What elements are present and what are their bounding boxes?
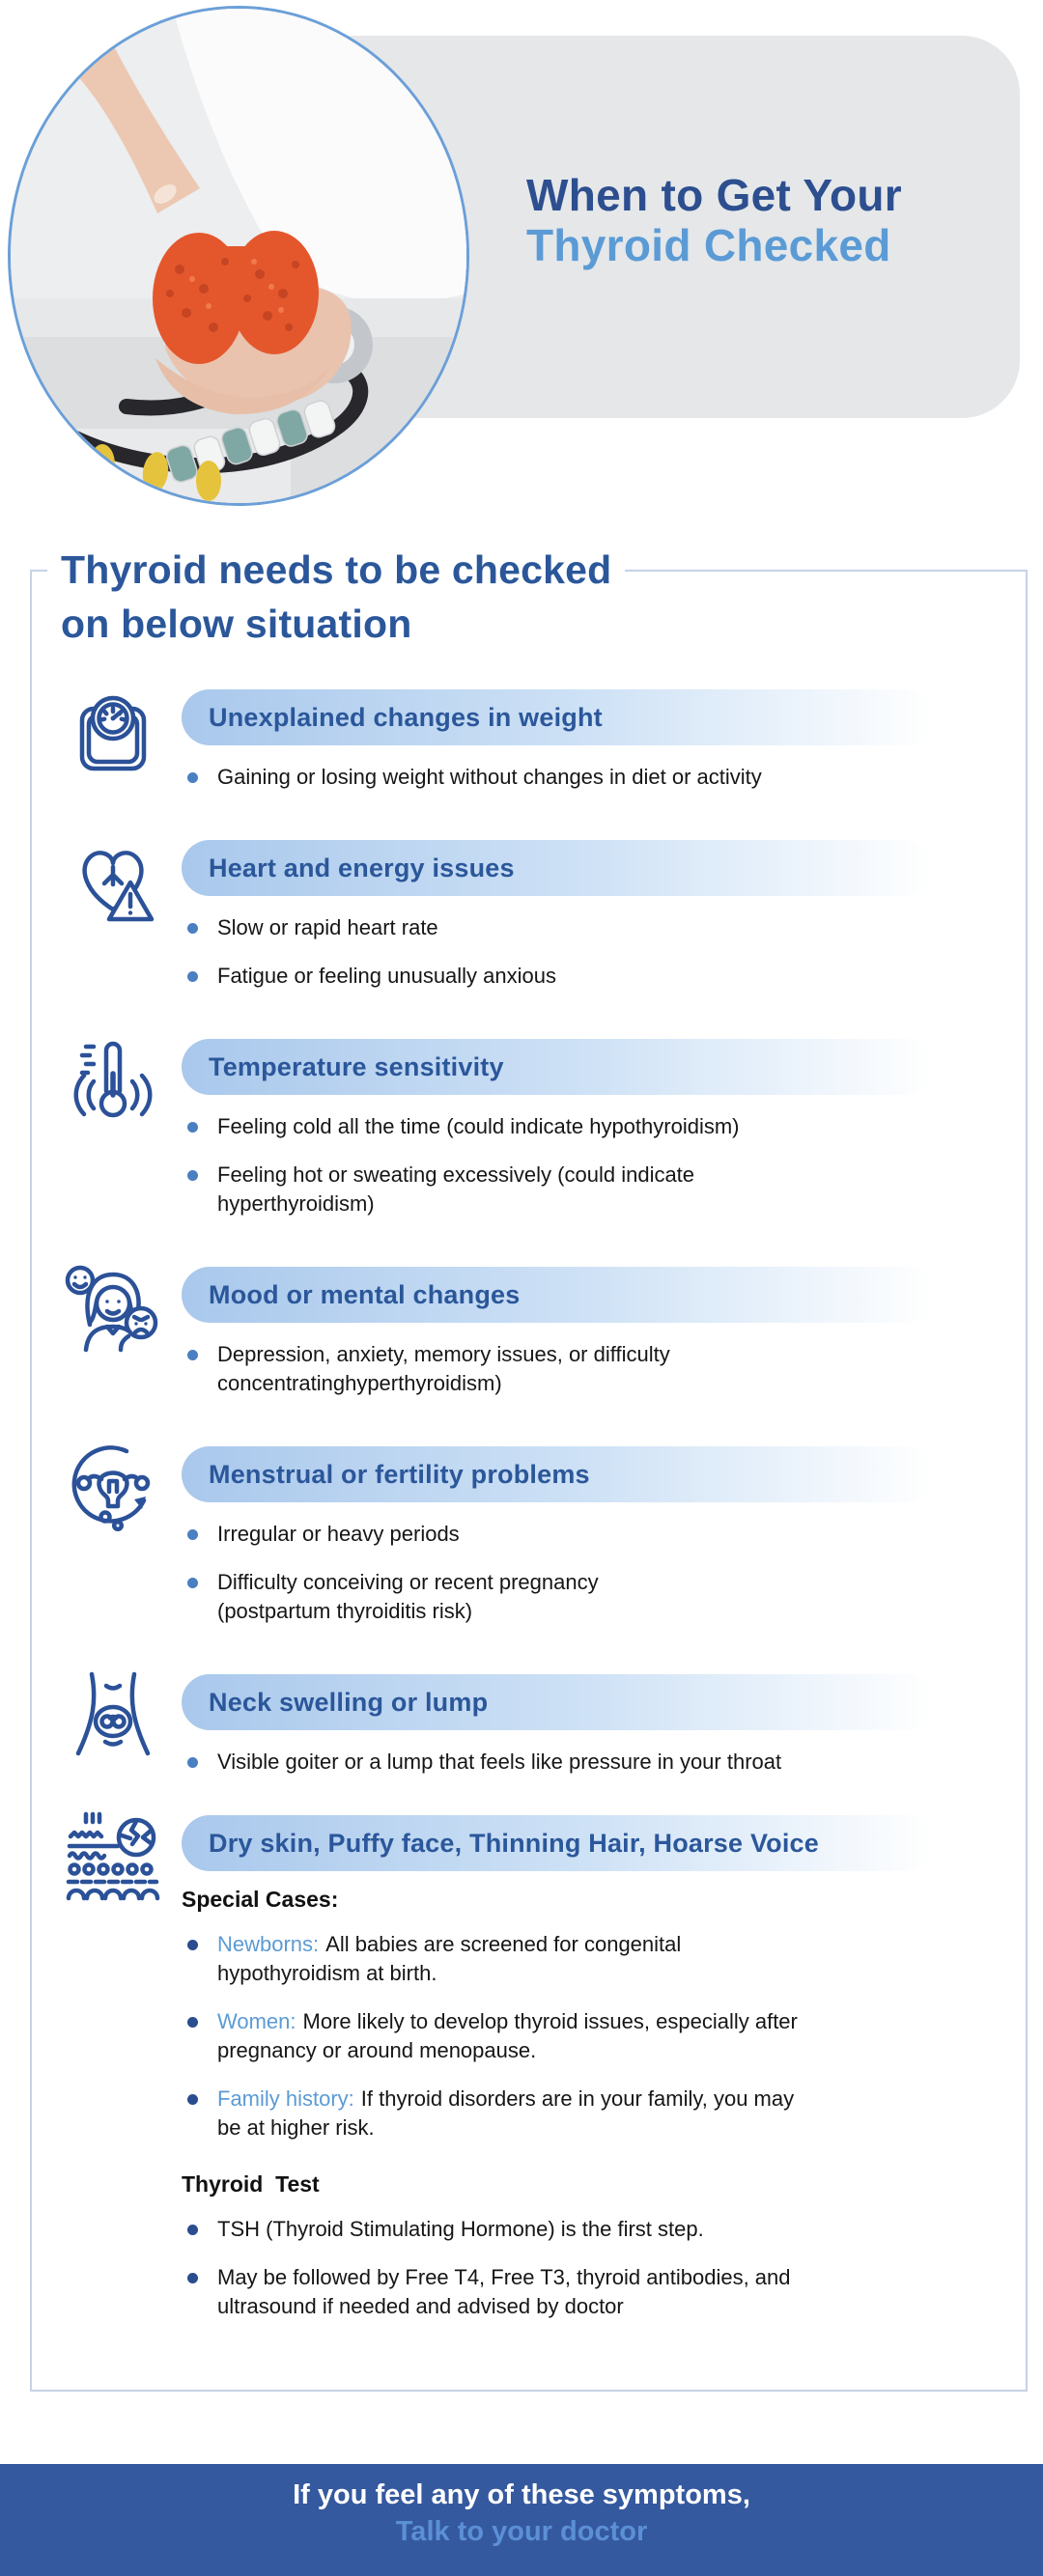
thyroid-test-heading: Thyroid Test — [182, 2171, 320, 2197]
heart-warning-icon — [32, 832, 182, 934]
bullet-item: Slow or rapid heart rate — [182, 913, 1026, 942]
bullet-text: Slow or rapid heart rate — [217, 915, 438, 939]
section-heading-pill: Dry skin, Puffy face, Thinning Hair, Hoa… — [182, 1815, 935, 1871]
content-box-title-line2: on below situation — [61, 602, 412, 646]
bullet-text: Visible goiter or a lump that feels like… — [217, 1750, 782, 1774]
bullet-item: Difficulty conceiving or recent pregnanc… — [182, 1568, 1026, 1626]
bullet-dot — [187, 1170, 198, 1181]
special-case-label: Women: — [217, 2009, 296, 2033]
bullet-text: Feeling cold all the time (could indicat… — [217, 1114, 740, 1138]
section-heading-pill: Temperature sensitivity — [182, 1039, 935, 1095]
bullet-dot — [187, 2094, 198, 2105]
page-title: When to Get Your Thyroid Checked — [526, 170, 902, 270]
special-case-label: Newborns: — [217, 1932, 320, 1956]
footer-line2: Talk to your doctor — [395, 2516, 648, 2547]
bullet-dot — [187, 1529, 198, 1540]
bullet-text: Depression, anxiety, memory issues, or d… — [217, 1342, 670, 1395]
bullet-text: Irregular or heavy periods — [217, 1522, 460, 1546]
bullet-text: Difficulty conceiving or recent pregnanc… — [217, 1570, 599, 1623]
bullet-dot — [187, 923, 198, 934]
bullet-item: Depression, anxiety, memory issues, or d… — [182, 1340, 1026, 1398]
bullet-dot — [187, 1122, 198, 1133]
content-box-title-line1: Thyroid needs to be checked — [61, 547, 612, 592]
content-box-title: Thyroid needs to be checked on below sit… — [47, 543, 626, 651]
bullet-dot — [187, 2273, 198, 2283]
section-weight-changes: Unexplained changes in weight Gaining or… — [32, 689, 1026, 792]
special-case-item: Family history: If thyroid disorders are … — [182, 2085, 1026, 2142]
section-heart-energy: Heart and energy issues Slow or rapid he… — [32, 840, 1026, 991]
bullet-item: Fatigue or feeling unusually anxious — [182, 962, 1026, 991]
bullet-item: Visible goiter or a lump that feels like… — [182, 1748, 1026, 1777]
section-title: Unexplained changes in weight — [209, 702, 603, 732]
section-heading-pill: Mood or mental changes — [182, 1267, 935, 1323]
page-title-line2: Thyroid Checked — [526, 220, 891, 270]
special-case-text: All babies are screened for congenital h… — [217, 1932, 682, 1985]
section-heading-pill: Menstrual or fertility problems — [182, 1446, 935, 1502]
section-neck-swelling: Neck swelling or lump Visible goiter or … — [32, 1671, 1026, 1777]
bullet-item: Gaining or losing weight without changes… — [182, 763, 1026, 792]
footer-line1: If you feel any of these symptoms, — [293, 2479, 750, 2510]
mood-faces-icon — [32, 1259, 182, 1360]
special-case-item: Women: More likely to develop thyroid iss… — [182, 2007, 1026, 2065]
section-title: Menstrual or fertility problems — [209, 1459, 590, 1489]
bullet-dot — [187, 1757, 198, 1768]
special-case-label: Family history: — [217, 2086, 354, 2111]
section-menstrual-fertility: Menstrual or fertility problems Irregula… — [32, 1445, 1026, 1626]
thyroid-test-item: TSH (Thyroid Stimulating Hormone) is the… — [182, 2215, 1026, 2244]
bullet-text: Newborns: All babies are screened for con… — [217, 1930, 681, 1988]
symptoms-content-box: Thyroid needs to be checked on below sit… — [30, 543, 1028, 2392]
page-title-line1: When to Get Your — [526, 170, 902, 220]
bullet-dot — [187, 1940, 198, 1950]
special-case-text: More likely to develop thyroid issues, e… — [217, 2009, 798, 2062]
section-heading-pill: Neck swelling or lump — [182, 1674, 935, 1730]
thyroid-model-photo — [8, 6, 469, 506]
bullet-item: Feeling hot or sweating excessively (cou… — [182, 1161, 1026, 1218]
bullet-text: TSH (Thyroid Stimulating Hormone) is the… — [217, 2217, 704, 2241]
bullet-dot — [187, 1350, 198, 1360]
bullet-text: May be followed by Free T4, Free T3, thy… — [217, 2265, 791, 2318]
section-mood-mental: Mood or mental changes Depression, anxie… — [32, 1265, 1026, 1398]
bullet-dot — [187, 2225, 198, 2235]
section-temperature: Temperature sensitivity Feeling cold all… — [32, 1039, 1026, 1218]
bullet-item: Irregular or heavy periods — [182, 1520, 1026, 1549]
special-cases-heading: Special Cases: — [182, 1887, 339, 1912]
bullet-item: Feeling cold all the time (could indicat… — [182, 1112, 1026, 1141]
thermometer-icon — [32, 1031, 182, 1133]
section-heading-pill: Heart and energy issues — [182, 840, 935, 896]
bullet-dot — [187, 772, 198, 783]
uterus-icon — [32, 1439, 182, 1540]
special-case-item: Newborns: All babies are screened for con… — [182, 1930, 1026, 1988]
section-title: Mood or mental changes — [209, 1279, 521, 1309]
section-title: Neck swelling or lump — [209, 1687, 489, 1717]
section-title: Heart and energy issues — [209, 853, 515, 882]
weight-scale-icon — [32, 682, 182, 783]
section-title: Dry skin, Puffy face, Thinning Hair, Hoa… — [209, 1828, 819, 1858]
thyroid-photo-illustration — [11, 9, 466, 503]
bullet-text: Family history: If thyroid disorders are … — [217, 2085, 794, 2142]
section-heading-pill: Unexplained changes in weight — [182, 689, 935, 745]
bullet-dot — [187, 971, 198, 982]
bullet-dot — [187, 1578, 198, 1588]
thyroid-test-item: May be followed by Free T4, Free T3, thy… — [182, 2263, 1026, 2321]
dry-skin-icon — [32, 1807, 182, 1909]
neck-throat-icon — [32, 1666, 182, 1768]
bullet-text: Fatigue or feeling unusually anxious — [217, 964, 557, 988]
section-dry-skin: Dry skin, Puffy face, Thinning Hair, Hoa… — [32, 1811, 1026, 2321]
bullet-text: Women: More likely to develop thyroid iss… — [217, 2007, 798, 2065]
section-title: Temperature sensitivity — [209, 1051, 504, 1081]
footer-banner: If you feel any of these symptoms, Talk … — [0, 2464, 1043, 2576]
bullet-text: Gaining or losing weight without changes… — [217, 765, 762, 789]
bullet-dot — [187, 2017, 198, 2028]
special-case-text: If thyroid disorders are in your family,… — [217, 2086, 795, 2140]
bullet-text: Feeling hot or sweating excessively (cou… — [217, 1162, 695, 1216]
